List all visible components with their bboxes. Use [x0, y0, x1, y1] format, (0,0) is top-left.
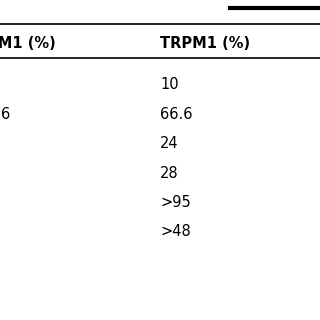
Text: 66.6: 66.6: [160, 107, 193, 122]
Text: 24: 24: [160, 136, 179, 151]
Text: 10: 10: [160, 77, 179, 92]
Text: 6.6: 6.6: [0, 107, 11, 122]
Text: TRPM1 (%): TRPM1 (%): [160, 36, 250, 51]
Text: >95: >95: [160, 195, 191, 210]
Text: 28: 28: [160, 166, 179, 180]
Text: >48: >48: [160, 225, 191, 239]
Text: PM1 (%): PM1 (%): [0, 36, 56, 51]
